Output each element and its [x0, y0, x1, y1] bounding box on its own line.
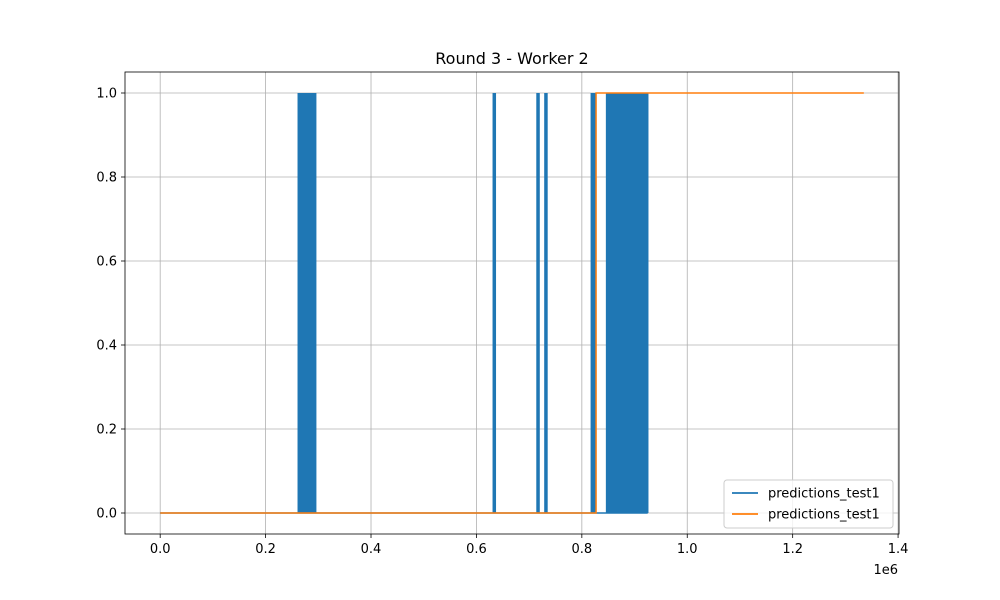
y-tick-label-2: 0.4 [96, 339, 117, 354]
series-1-segment-2 [536, 93, 540, 513]
series-1-segment-1 [492, 93, 497, 513]
y-tick-label-1: 0.2 [96, 423, 117, 438]
y-tick-label-0: 0.0 [96, 507, 117, 522]
chart-title: Round 3 - Worker 2 [435, 49, 588, 68]
x-tick-label-3: 0.6 [466, 542, 487, 557]
x-tick-label-4: 0.8 [571, 542, 592, 557]
series-1-segment-3 [544, 93, 548, 513]
series-1-segment-4 [590, 93, 596, 513]
x-tick-label-1: 0.2 [255, 542, 276, 557]
grid [125, 72, 899, 534]
legend: predictions_test1 predictions_test1 [723, 479, 894, 529]
x-tick-label-6: 1.2 [782, 542, 803, 557]
y-tick-label-5: 1.0 [96, 87, 117, 102]
axes [124, 71, 900, 535]
series-1-segment-0 [297, 93, 317, 513]
y-tick-label-4: 0.8 [96, 171, 117, 186]
legend-label-1: predictions_test1 [768, 508, 880, 523]
series-layer [160, 92, 864, 514]
plot-frame [124, 71, 900, 535]
ticks: 0.0 0.2 0.4 0.6 0.8 1.0 1.2 1.4 0.0 0.2 0.4 0.6 0.8 1… [96, 87, 908, 558]
x-tick-label-2: 0.4 [361, 542, 382, 557]
series-1-segment-5 [605, 93, 649, 513]
x-tick-label-0: 0.0 [150, 542, 171, 557]
legend-label-0: predictions_test1 [768, 487, 880, 502]
series-1 [160, 93, 649, 514]
legend-box [723, 479, 894, 529]
x-tick-label-5: 1.0 [677, 542, 698, 557]
y-tick-label-3: 0.6 [96, 255, 117, 270]
x-tick-label-7: 1.4 [888, 542, 909, 557]
x-offset-text: 1e6 [873, 563, 898, 578]
series-2-line [160, 92, 864, 514]
